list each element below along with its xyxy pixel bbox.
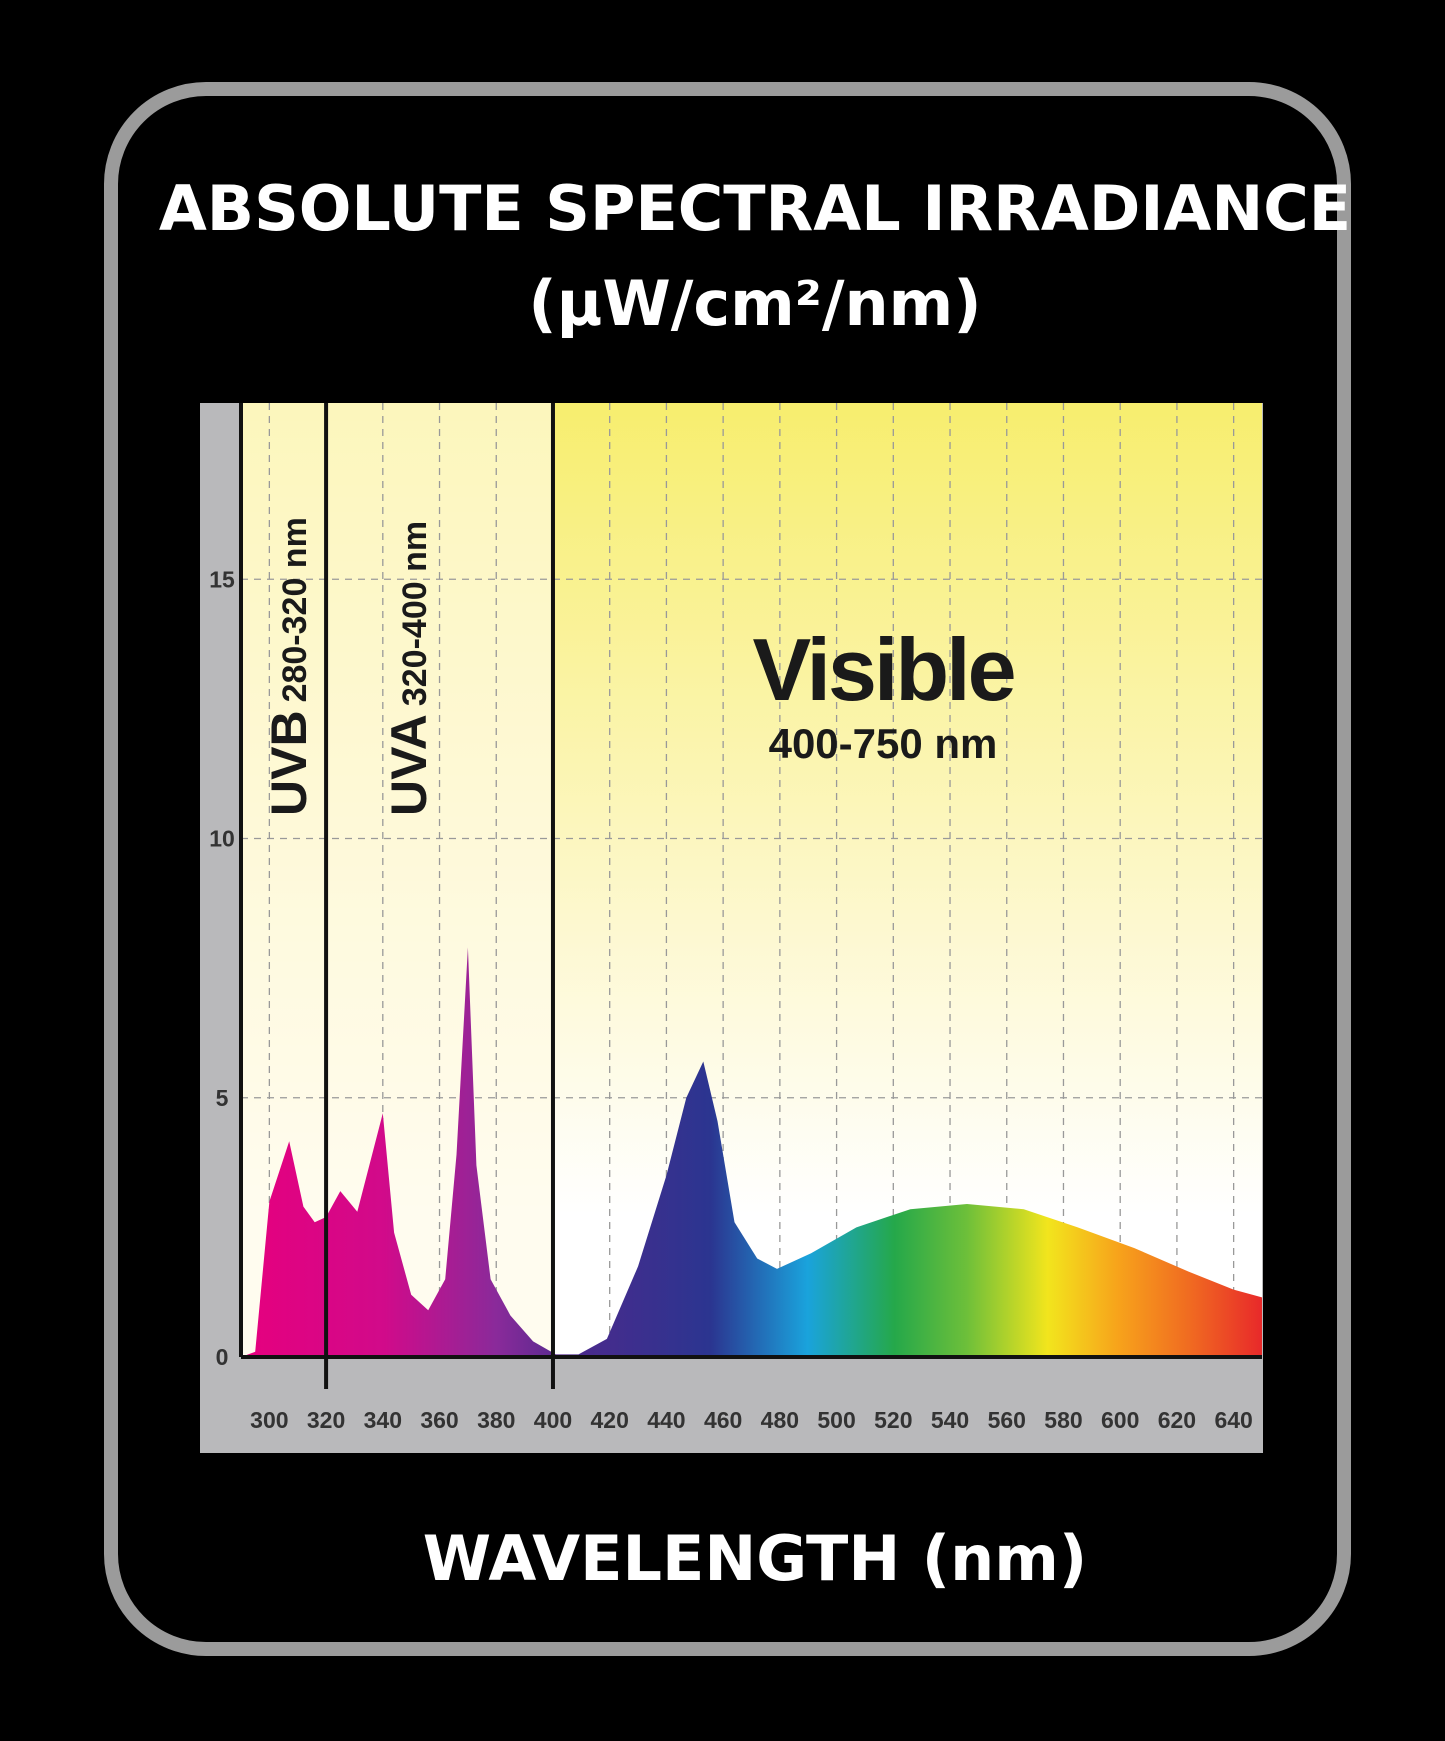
x-tick-label: 360 [420, 1407, 458, 1433]
region-label: UVB 280-320 nm [261, 517, 317, 816]
region-range: 280-320 nm [276, 517, 314, 702]
x-tick-label: 520 [874, 1407, 912, 1433]
spectrum-area [241, 947, 1262, 1357]
x-tick-label: 480 [761, 1407, 799, 1433]
x-tick-label: 440 [647, 1407, 685, 1433]
x-tick-label: 600 [1101, 1407, 1139, 1433]
x-tick-label: 320 [307, 1407, 345, 1433]
x-tick-label: 300 [250, 1407, 288, 1433]
chart-subtitle: (µW/cm²/nm) [528, 267, 981, 340]
x-tick-label: 580 [1044, 1407, 1082, 1433]
x-tick-label: 380 [477, 1407, 515, 1433]
x-tick-label: 400 [534, 1407, 572, 1433]
region-range: 400-750 nm [769, 720, 998, 767]
x-tick-label: 500 [817, 1407, 855, 1433]
chart-title: ABSOLUTE SPECTRAL IRRADIANCE [159, 172, 1351, 245]
region-name: UVA [381, 714, 437, 816]
x-axis-title: WAVELENGTH (nm) [423, 1522, 1087, 1595]
x-tick-label: 540 [931, 1407, 969, 1433]
y-tick-label: 0 [216, 1344, 229, 1370]
region-name: UVB [261, 710, 317, 816]
plot: 300 320 340 360 380 400 420 440 460 480 500 520 540 5… [209, 403, 1262, 1433]
x-tick-label: 460 [704, 1407, 742, 1433]
x-tick-label: 620 [1158, 1407, 1196, 1433]
region-range: 320-400 nm [396, 521, 434, 706]
y-tick-label: 15 [209, 566, 235, 592]
x-tick-label: 560 [988, 1407, 1026, 1433]
region-label: UVA 320-400 nm [381, 521, 437, 816]
region-name: Visible [752, 620, 1013, 719]
y-tick-label: 10 [209, 826, 235, 852]
x-tick-label: 640 [1214, 1407, 1252, 1433]
y-tick-label: 5 [216, 1085, 229, 1111]
x-tick-label: 340 [364, 1407, 402, 1433]
x-tick-label: 420 [591, 1407, 629, 1433]
